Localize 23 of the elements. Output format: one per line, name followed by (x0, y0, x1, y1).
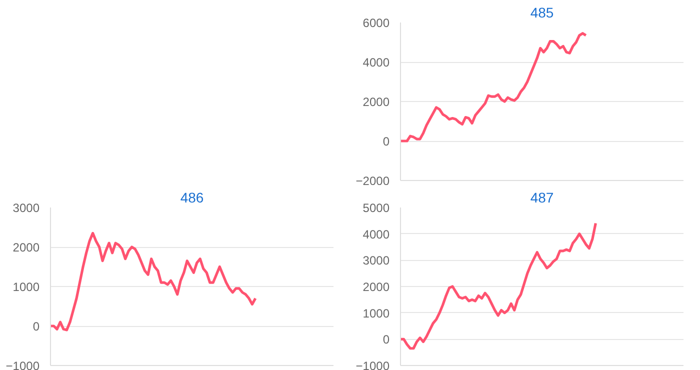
chart-title: 486 (180, 190, 204, 206)
y-tick-label: 2000 (362, 95, 390, 109)
y-tick-label: 0 (382, 332, 390, 347)
y-tick-label: 0 (382, 134, 390, 148)
line-series (400, 222, 597, 350)
y-tick-label: 4000 (362, 227, 390, 242)
y-tick-label: 4000 (362, 56, 390, 70)
y-tick-label: 3000 (362, 254, 390, 268)
chart-title: 487 (530, 190, 554, 206)
y-tick-label: 3000 (12, 201, 40, 215)
line-series (400, 32, 588, 142)
y-tick-label: 2000 (362, 280, 390, 294)
y-tick-label: −1000 (6, 359, 40, 370)
y-tick-label: 2000 (12, 240, 40, 254)
y-tick-label: 5000 (362, 201, 390, 215)
chart-title: 485 (530, 4, 554, 20)
y-tick-label: 1000 (12, 280, 40, 294)
y-tick-label: 1000 (362, 306, 390, 320)
y-tick-label: 0 (32, 320, 40, 334)
line-series (50, 232, 257, 332)
y-tick-label: −1000 (356, 359, 390, 370)
y-tick-label: 6000 (362, 16, 390, 30)
y-tick-label: −2000 (356, 174, 390, 188)
